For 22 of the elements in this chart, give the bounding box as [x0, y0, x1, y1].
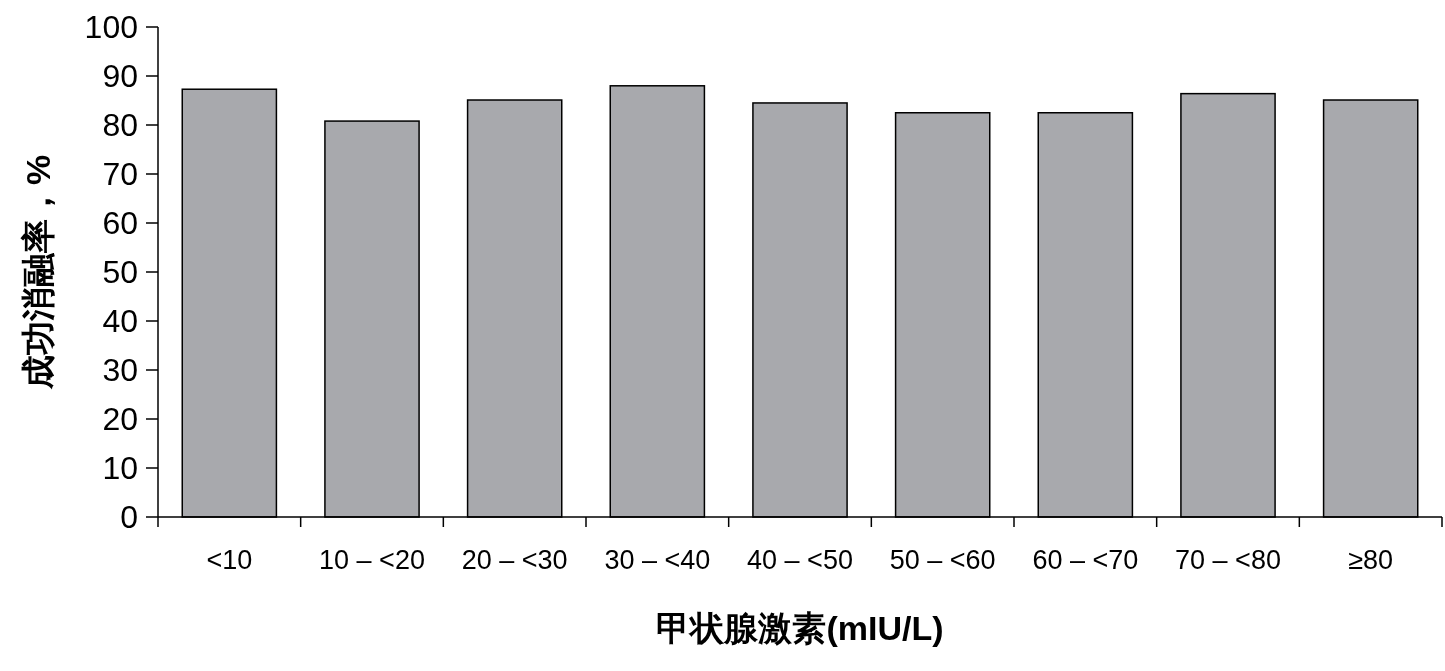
- x-tick-label: ≥80: [1348, 545, 1394, 575]
- y-tick-label: 60: [102, 205, 138, 241]
- y-tick-label: 50: [102, 254, 138, 290]
- x-tick-label: 30 – <40: [604, 545, 711, 575]
- x-tick-label: 20 – <30: [461, 545, 568, 575]
- y-axis-title: 成功消融率，%: [19, 154, 57, 391]
- x-tick-label: 60 – <70: [1032, 545, 1139, 575]
- y-tick-label: 70: [102, 156, 138, 192]
- x-tick-label: 40 – <50: [747, 545, 853, 575]
- y-tick-label: 40: [102, 303, 138, 339]
- y-tick-label: 90: [102, 58, 138, 94]
- y-tick-label: 80: [102, 107, 138, 143]
- x-tick-label: 10 – <20: [319, 545, 425, 575]
- y-tick-label: 100: [84, 9, 138, 45]
- y-tick-label: 0: [120, 499, 138, 535]
- x-tick-label: <10: [206, 545, 253, 575]
- x-tick-label: 70 – <80: [1175, 545, 1281, 575]
- y-tick-label: 30: [102, 352, 138, 388]
- y-tick-label: 20: [102, 401, 138, 437]
- y-tick-label: 10: [102, 450, 138, 486]
- x-axis-title: 甲状腺激素(mIU/L): [656, 609, 944, 647]
- x-tick-label: 50 – <60: [889, 545, 996, 575]
